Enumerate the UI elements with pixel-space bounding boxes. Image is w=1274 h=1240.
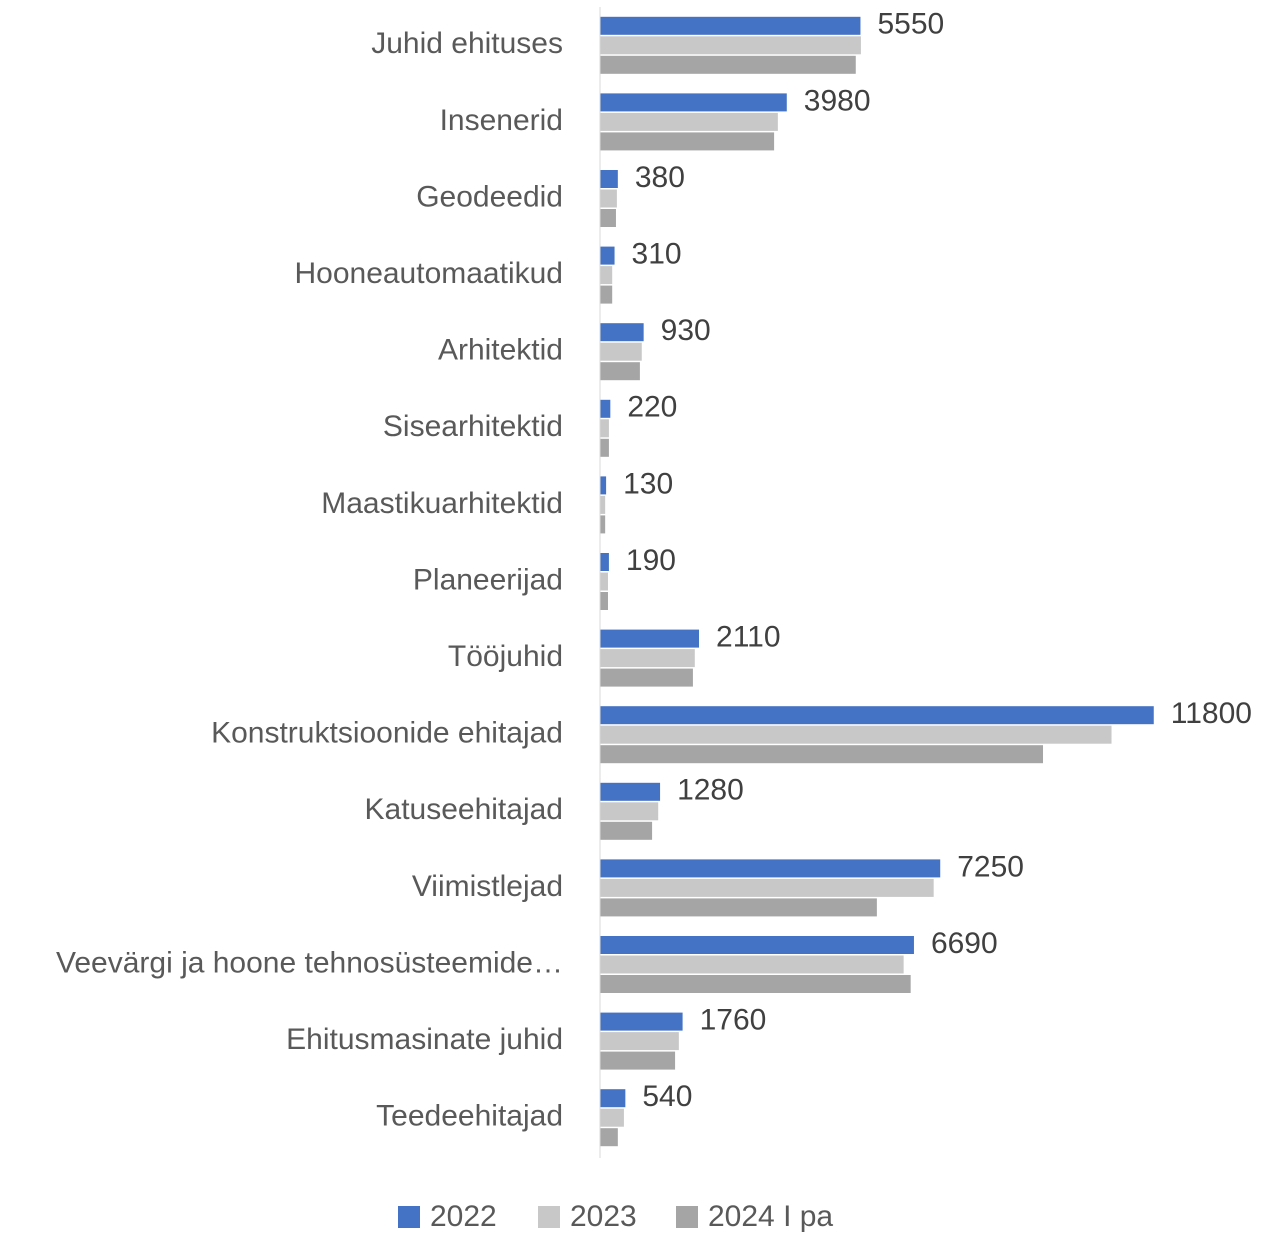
bar [600,649,695,668]
category-label: Arhitektid [438,334,563,367]
value-label: 1760 [700,1004,767,1037]
value-label: 310 [632,238,682,271]
bar [600,859,941,878]
bar [600,1089,626,1108]
category-label: Tööjuhid [448,640,563,673]
category-label: Katuseehitajad [365,793,564,826]
bar [600,878,934,897]
category-label: Ehitusmasinate juhid [286,1023,563,1056]
bar [600,419,609,438]
category-label: Sisearhitektid [383,410,563,443]
legend-swatch [676,1206,698,1228]
bar [600,36,861,55]
bar [600,898,877,917]
bar [600,189,617,208]
bar [600,362,640,381]
category-label: Insenerid [440,104,563,137]
value-label: 11800 [1171,697,1252,730]
bar [600,246,615,265]
bar [600,745,1044,764]
bar [600,572,608,591]
category-label: Veevärgi ja hoone tehnosüsteemide… [56,946,563,979]
bar [600,209,616,227]
bar [600,706,1154,725]
bar [600,936,914,954]
legend-label: 2024 I pa [708,1200,833,1233]
bar [600,975,911,993]
value-label: 1280 [677,774,744,807]
category-label: Juhid ehituses [371,27,563,60]
bar [600,1032,679,1051]
value-label: 930 [661,314,711,347]
value-label: 220 [627,391,677,424]
category-label: Viimistlejad [412,870,563,903]
legend-label: 2022 [430,1200,497,1233]
bar [600,1108,624,1127]
value-label: 3980 [804,84,871,117]
bar [600,170,618,188]
legend-label: 2023 [570,1200,637,1233]
bar [600,16,861,35]
category-label: Teedeehitajad [376,1100,563,1133]
legend-swatch [538,1206,560,1228]
category-label: Hooneautomaatikud [294,257,563,290]
bar [600,285,613,304]
value-label: 380 [635,161,685,194]
category-label: Planeerijad [413,563,563,596]
bar [600,323,644,342]
value-label: 7250 [957,850,1024,883]
bar [600,725,1112,744]
bar [600,629,700,648]
bar [600,1128,618,1147]
bar [600,668,693,687]
value-label: 5550 [877,8,944,41]
category-label: Konstruktsioonide ehitajad [211,717,563,750]
bar [600,399,611,418]
bar [600,495,606,514]
legend-swatch [398,1206,420,1228]
bar [600,782,661,801]
value-label: 130 [623,467,673,500]
bar [600,476,607,495]
bar [600,438,609,457]
value-label: 540 [642,1080,692,1113]
category-label: Maastikuarhitektid [321,487,563,520]
value-label: 190 [626,544,676,577]
bar [600,1012,683,1031]
bar [600,1051,676,1070]
category-label: Geodeedid [416,180,563,213]
bar [600,342,642,361]
bar [600,112,778,131]
bar [600,955,904,974]
bar [600,266,613,285]
value-label: 2110 [716,621,781,654]
value-label: 6690 [931,927,998,960]
bar [600,515,606,534]
bar [600,553,609,571]
bar [600,93,787,112]
bar [600,592,608,610]
bar [600,821,653,840]
bar [600,55,856,74]
bar [600,802,659,821]
bar [600,132,775,151]
